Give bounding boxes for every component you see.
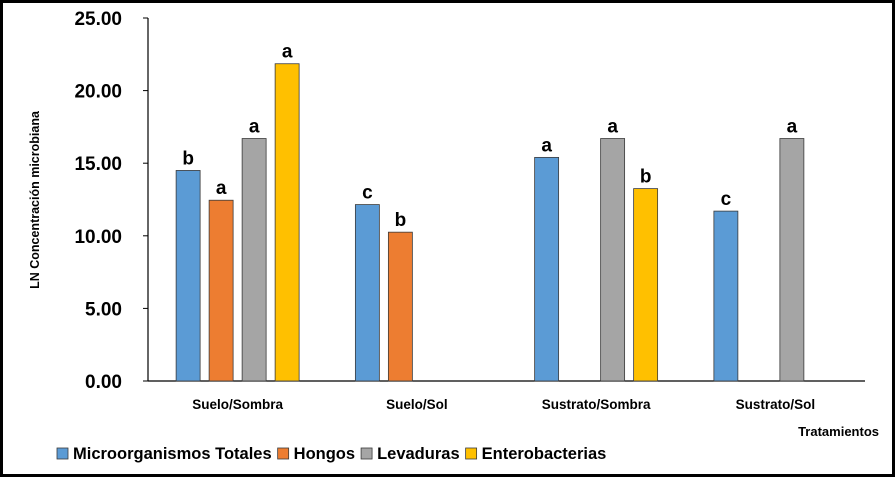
legend-item: Hongos <box>277 445 355 463</box>
y-axis-title: LN Concentración microbiana <box>28 110 42 289</box>
legend-item: Levaduras <box>360 445 460 463</box>
legend-label: Microorganismos Totales <box>73 445 272 463</box>
data-label: b <box>395 210 407 231</box>
legend-label: Enterobacterias <box>482 445 607 463</box>
legend-item: Enterobacterias <box>465 445 607 463</box>
y-tick-label: 0.00 <box>85 372 122 393</box>
category-label: Sustrato/Sombra <box>542 397 651 412</box>
bar <box>534 156 560 382</box>
bar <box>633 188 659 382</box>
y-tick-label: 25.00 <box>74 9 122 30</box>
data-labels: b a a a c b a a b c a <box>182 42 797 231</box>
bar <box>241 138 267 382</box>
category-label: Sustrato/Sol <box>736 397 816 412</box>
y-tick-labels: 0.00 5.00 10.00 15.00 20.00 25.00 <box>74 9 148 393</box>
data-label: a <box>282 42 293 63</box>
bar <box>387 231 413 382</box>
bars-group <box>175 63 805 382</box>
data-label: a <box>249 117 260 138</box>
y-tick-label: 15.00 <box>74 154 122 175</box>
data-label: a <box>216 178 227 199</box>
data-label: c <box>362 183 373 204</box>
bar <box>713 210 739 382</box>
bar <box>274 63 300 382</box>
data-label: b <box>640 167 652 188</box>
data-label: a <box>607 117 618 138</box>
category-labels: Suelo/Sombra Suelo/Sol Sustrato/Sombra Sust… <box>192 397 815 412</box>
y-tick-label: 5.00 <box>85 299 122 320</box>
bar <box>779 138 805 382</box>
data-label: a <box>787 117 798 138</box>
legend-label: Hongos <box>294 445 355 463</box>
category-label: Suelo/Sol <box>386 397 448 412</box>
category-label: Suelo/Sombra <box>192 397 283 412</box>
data-label: c <box>721 189 732 210</box>
legend: Microorganismos Totales Hongos Levaduras En… <box>56 445 607 463</box>
y-tick-label: 20.00 <box>74 82 122 103</box>
x-axis-title: Tratamientos <box>798 424 879 439</box>
legend-swatch <box>56 447 69 460</box>
data-label: a <box>541 135 552 156</box>
legend-label: Levaduras <box>377 445 460 463</box>
legend-swatch <box>360 447 373 460</box>
bar <box>600 138 626 382</box>
y-tick-label: 10.00 <box>74 227 122 248</box>
legend-swatch <box>465 447 478 460</box>
data-label: b <box>182 148 194 169</box>
legend-item: Microorganismos Totales <box>56 445 272 463</box>
legend-swatch <box>277 447 290 460</box>
bar <box>208 199 234 382</box>
bar <box>175 170 201 382</box>
bar <box>354 204 380 382</box>
